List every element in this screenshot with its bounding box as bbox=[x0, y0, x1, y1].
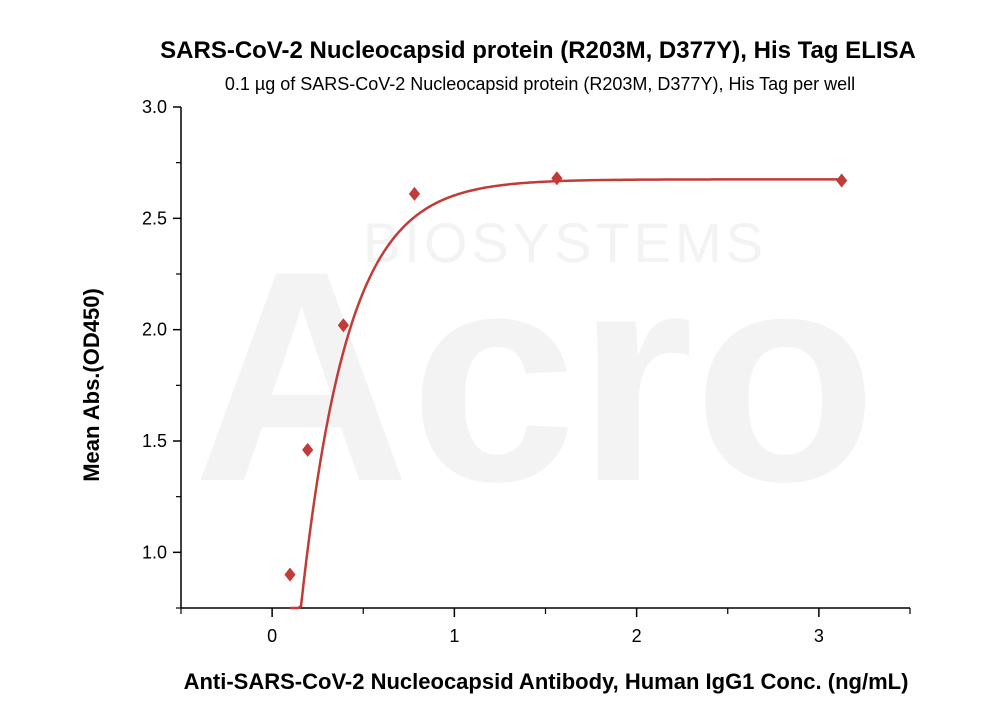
y-tick-label: 1.0 bbox=[142, 542, 167, 562]
fit-curve bbox=[289, 178, 842, 610]
y-tick-label: 2.5 bbox=[142, 208, 167, 228]
data-point bbox=[284, 567, 296, 582]
y-tick-label: 3.0 bbox=[142, 97, 167, 117]
y-ticks: 1.0 1.5 2.0 2.5 3.0 bbox=[142, 97, 181, 609]
x-axis-label: Anti-SARS-CoV-2 Nucleocapsid Antibody, H… bbox=[184, 669, 909, 694]
watermark: Acro BIOSYSTEMS bbox=[193, 208, 877, 544]
x-tick-label: 2 bbox=[632, 626, 642, 646]
x-ticks: 0 1 2 3 bbox=[180, 608, 911, 646]
x-tick-label: 1 bbox=[449, 626, 459, 646]
data-points bbox=[284, 171, 848, 582]
data-point bbox=[302, 442, 314, 457]
watermark-subtext: BIOSYSTEMS bbox=[363, 211, 767, 274]
y-tick-label: 1.5 bbox=[142, 431, 167, 451]
data-point bbox=[551, 171, 563, 186]
x-tick-label: 0 bbox=[267, 626, 277, 646]
x-tick-label: 3 bbox=[814, 626, 824, 646]
data-point bbox=[408, 186, 421, 201]
watermark-logo: Acro bbox=[193, 208, 877, 544]
y-tick-label: 2.0 bbox=[142, 320, 167, 340]
data-point bbox=[836, 173, 848, 188]
chart-title: SARS-CoV-2 Nucleocapsid protein (R203M, … bbox=[160, 37, 916, 64]
y-axis-label: Mean Abs.(OD450) bbox=[79, 288, 104, 482]
data-point bbox=[337, 318, 349, 333]
chart-subtitle: 0.1 µg of SARS-CoV-2 Nucleocapsid protei… bbox=[225, 74, 855, 94]
